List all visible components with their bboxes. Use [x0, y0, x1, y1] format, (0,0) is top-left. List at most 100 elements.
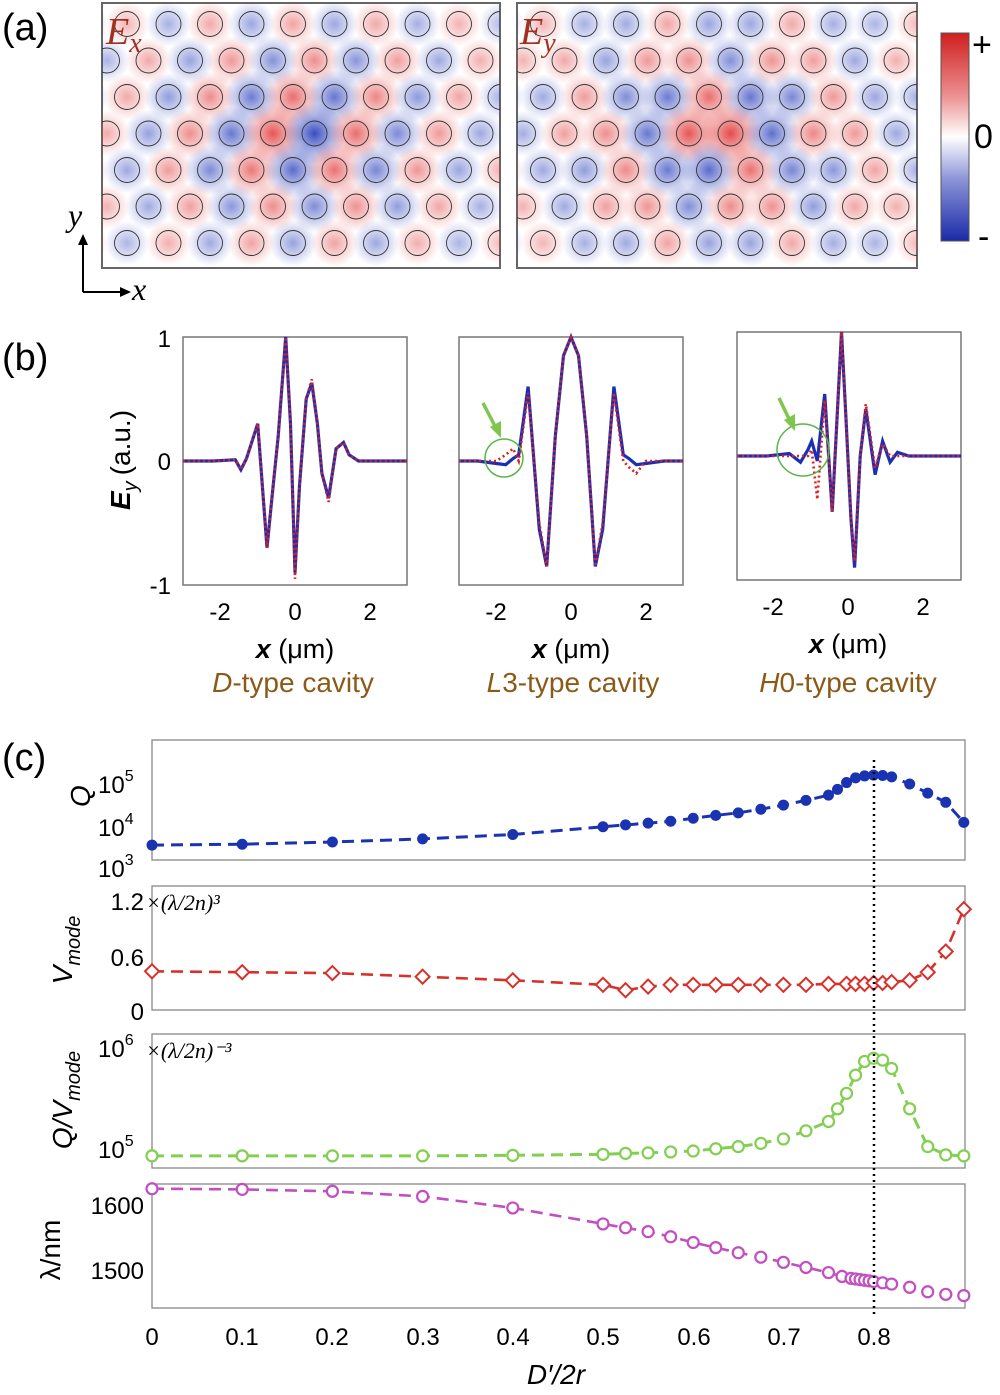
field-lobe [373, 36, 422, 85]
air-hole [426, 193, 452, 220]
xlabel-var: x [530, 634, 548, 664]
air-hole [903, 11, 917, 37]
field-lobe [831, 37, 879, 84]
air-hole [696, 157, 722, 183]
air-hole [280, 11, 306, 37]
air-hole [654, 157, 681, 183]
data-point [597, 821, 609, 833]
data-point [662, 976, 680, 994]
field-lobe [562, 3, 607, 47]
data-point [687, 812, 699, 824]
series-line-red-dotted [459, 333, 683, 567]
field-lobe [852, 3, 898, 47]
field-lobe [603, 3, 649, 47]
air-hole [238, 157, 265, 183]
air-hole [654, 230, 681, 256]
data-point [664, 1145, 678, 1159]
qv-tick-1e6: 106 [98, 1032, 134, 1063]
air-hole [571, 84, 598, 110]
air-hole [820, 230, 847, 256]
air-hole [654, 84, 681, 110]
air-hole [301, 193, 328, 220]
field-lobe [457, 110, 500, 157]
field-lobe [228, 219, 275, 267]
air-hole [238, 230, 265, 256]
air-hole [800, 193, 827, 220]
data-point [686, 1235, 700, 1250]
data-point [729, 976, 747, 994]
cavity-prefix: L [487, 667, 503, 698]
field-lobe [311, 3, 358, 48]
data-point [710, 809, 722, 821]
data-point [504, 971, 522, 989]
xlabel: x (μm) [530, 634, 611, 664]
xlabel-var: x [254, 634, 272, 664]
cavity-label-l3: L3-type cavity [487, 667, 660, 698]
xtick-label: 0.6 [677, 1324, 710, 1351]
xtick-label: 0.8 [857, 1324, 890, 1351]
air-hole [759, 193, 785, 220]
vmode-tick-0: 0 [131, 999, 144, 1026]
field-lobe [851, 73, 899, 121]
wavelength-ylabel: λ/nm [35, 1220, 66, 1281]
air-hole [73, 12, 98, 37]
field-lobe [644, 3, 691, 48]
field-lobe [810, 3, 857, 47]
air-hole [321, 157, 348, 183]
field-lobe [705, 181, 756, 232]
series-line-red-dotted [183, 336, 407, 579]
air-hole [384, 120, 411, 147]
panel-b-ylabel-sub: y [120, 480, 142, 493]
field-lobe [582, 36, 630, 85]
data-point [901, 971, 919, 989]
field-lobe [269, 219, 317, 267]
data-point [883, 973, 901, 991]
air-hole [467, 47, 494, 74]
air-hole [177, 120, 203, 147]
wavelength-plot: λ/nm 1600 1500 [35, 1182, 971, 1309]
data-point [325, 1184, 339, 1198]
field-lobe [747, 181, 797, 232]
data-point [940, 796, 952, 808]
colorbar-minus-label: - [978, 218, 989, 256]
q-tick-1e4: 104 [98, 811, 134, 842]
ey-label: E [519, 11, 543, 53]
field-lobe [103, 146, 151, 194]
field-lobe [102, 9, 108, 39]
air-hole [321, 11, 348, 37]
air-hole [613, 84, 639, 110]
field-lobe [520, 3, 566, 47]
air-hole [530, 230, 556, 256]
data-point [821, 1265, 836, 1280]
air-hole [363, 230, 389, 256]
data-point [596, 1217, 610, 1231]
data-point [800, 794, 812, 806]
field-lobe [915, 126, 917, 141]
field-lobe [352, 3, 400, 48]
svg-text:Ex: Ex [105, 11, 142, 59]
data-point [885, 1277, 899, 1291]
xtick-label: 0.1 [225, 1324, 258, 1351]
data-point [620, 819, 632, 831]
data-point [776, 1255, 791, 1269]
air-hole [301, 47, 328, 74]
air-hole [53, 121, 78, 146]
air-hole [404, 157, 431, 183]
field-lobe [43, 111, 87, 155]
field-lobe [166, 36, 214, 85]
q-tick-1e3: 103 [98, 852, 134, 883]
field-lobe [145, 220, 192, 266]
data-point [922, 787, 934, 799]
air-hole [696, 11, 722, 37]
air-hole [530, 11, 556, 37]
field-lobe [519, 73, 567, 121]
panel-b-ylabel-main: E [105, 490, 136, 510]
field-lobe [104, 3, 150, 47]
data-point [143, 962, 161, 980]
field-lobe [436, 3, 482, 47]
data-point [820, 975, 837, 993]
xlabel: x (μm) [254, 634, 335, 664]
air-hole [842, 120, 868, 147]
air-hole [487, 157, 500, 183]
xlabel: x (μm) [807, 629, 888, 659]
